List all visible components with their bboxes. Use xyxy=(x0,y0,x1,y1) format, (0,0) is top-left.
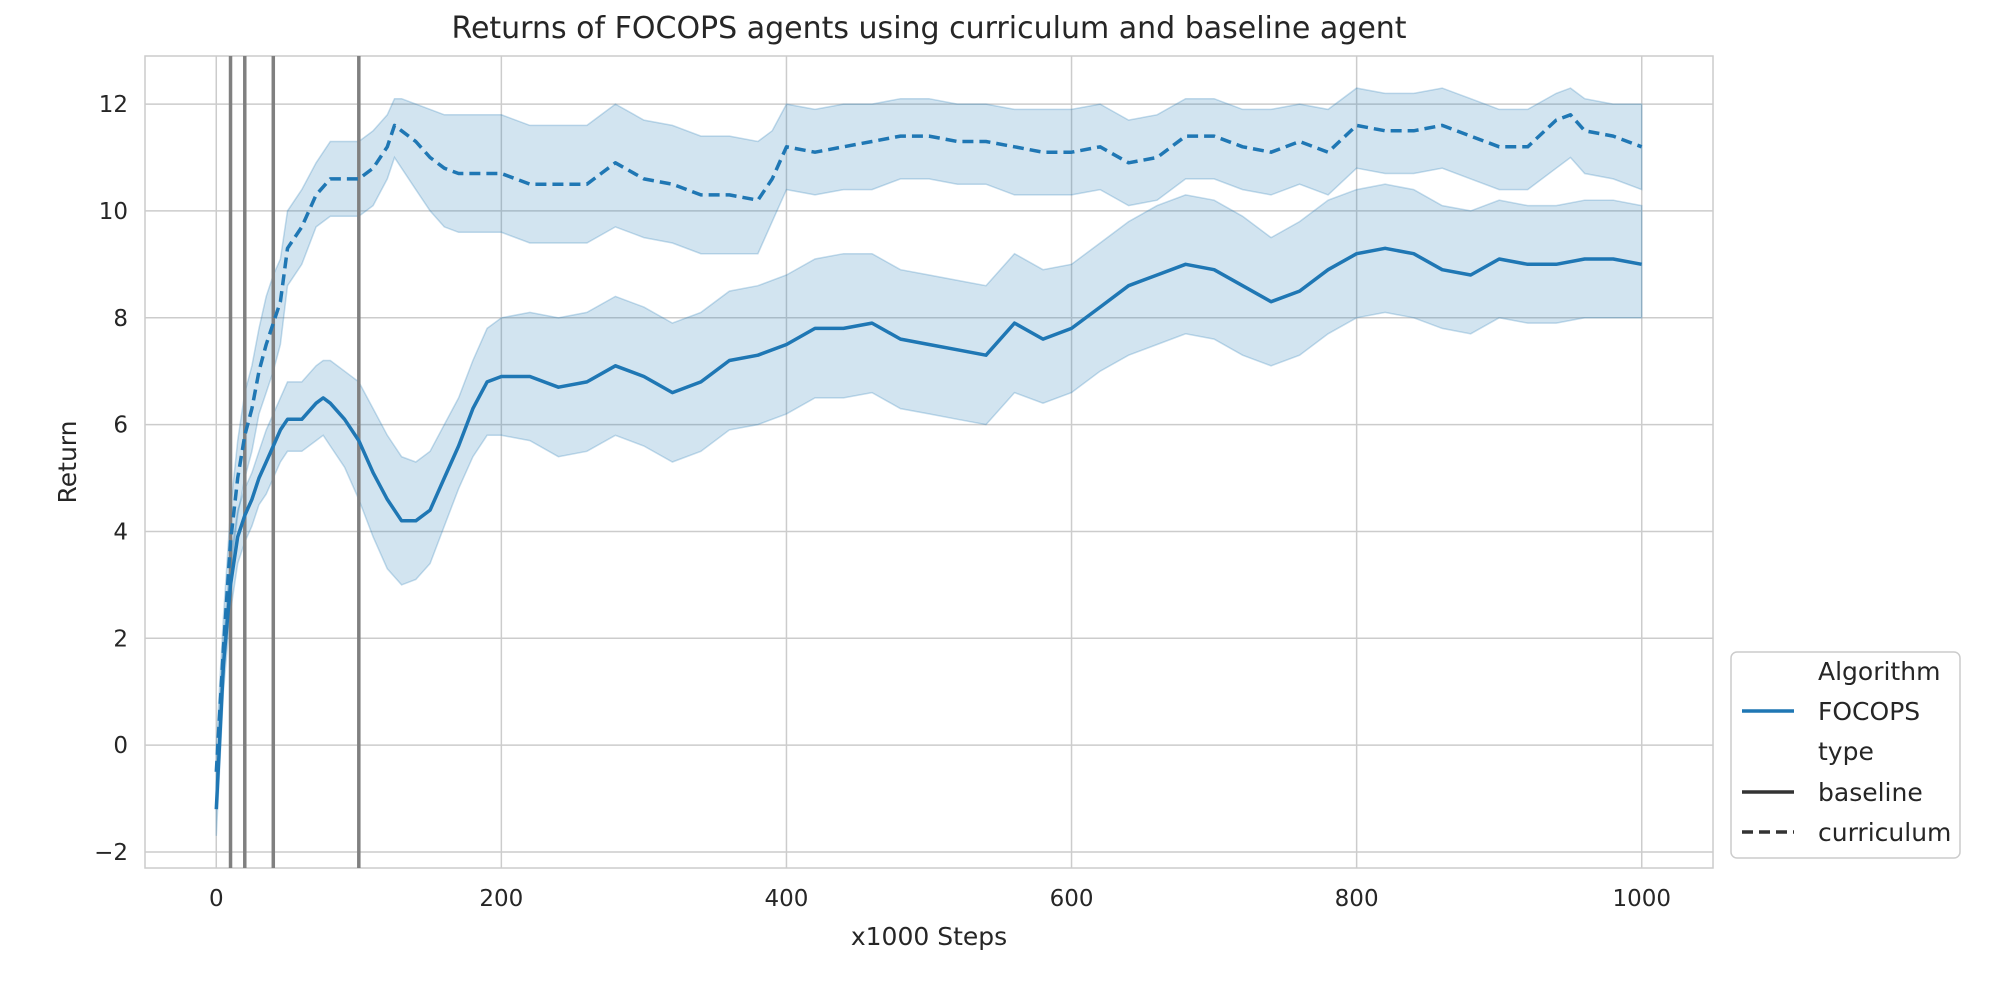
grid xyxy=(145,56,1713,868)
series-lines xyxy=(214,113,1643,810)
x-tick-label: 400 xyxy=(765,886,809,912)
x-tick-label: 800 xyxy=(1335,886,1379,912)
y-tick-label: 2 xyxy=(113,626,128,652)
legend-entry-focops: FOCOPS xyxy=(1818,697,1920,726)
plot-background xyxy=(144,55,1714,869)
legend-title-type: type xyxy=(1818,737,1874,766)
y-tick-label: 4 xyxy=(113,519,128,545)
y-axis-label: Return xyxy=(53,421,82,504)
band-baseline xyxy=(215,183,1643,836)
x-tick-label: 600 xyxy=(1050,886,1094,912)
curriculum-stage-lines xyxy=(228,56,361,868)
y-tick-label: 12 xyxy=(99,92,128,118)
line-baseline xyxy=(214,246,1643,810)
legend-title-algorithm: Algorithm xyxy=(1818,657,1940,686)
y-tick-label: −2 xyxy=(94,840,128,866)
chart-title: Returns of FOCOPS agents using curriculu… xyxy=(451,11,1406,46)
legend: Algorithm FOCOPS type baseline curriculu… xyxy=(1730,651,1961,859)
tick-labels: 0 200 400 600 800 1000 −2 0 2 4 6 8 10 12 xyxy=(94,92,1671,912)
x-tick-label: 1000 xyxy=(1612,886,1671,912)
legend-box xyxy=(1730,651,1961,859)
y-tick-label: 8 xyxy=(113,306,128,332)
y-tick-label: 10 xyxy=(99,199,128,225)
x-tick-label: 0 xyxy=(209,886,224,912)
x-tick-label: 200 xyxy=(479,886,523,912)
x-axis-label: x1000 Steps xyxy=(851,922,1007,951)
line-curriculum xyxy=(214,113,1643,772)
y-tick-label: 6 xyxy=(113,413,128,439)
y-tick-label: 0 xyxy=(113,733,128,759)
legend-entry-baseline: baseline xyxy=(1818,778,1923,807)
legend-entry-curriculum: curriculum xyxy=(1818,818,1951,847)
